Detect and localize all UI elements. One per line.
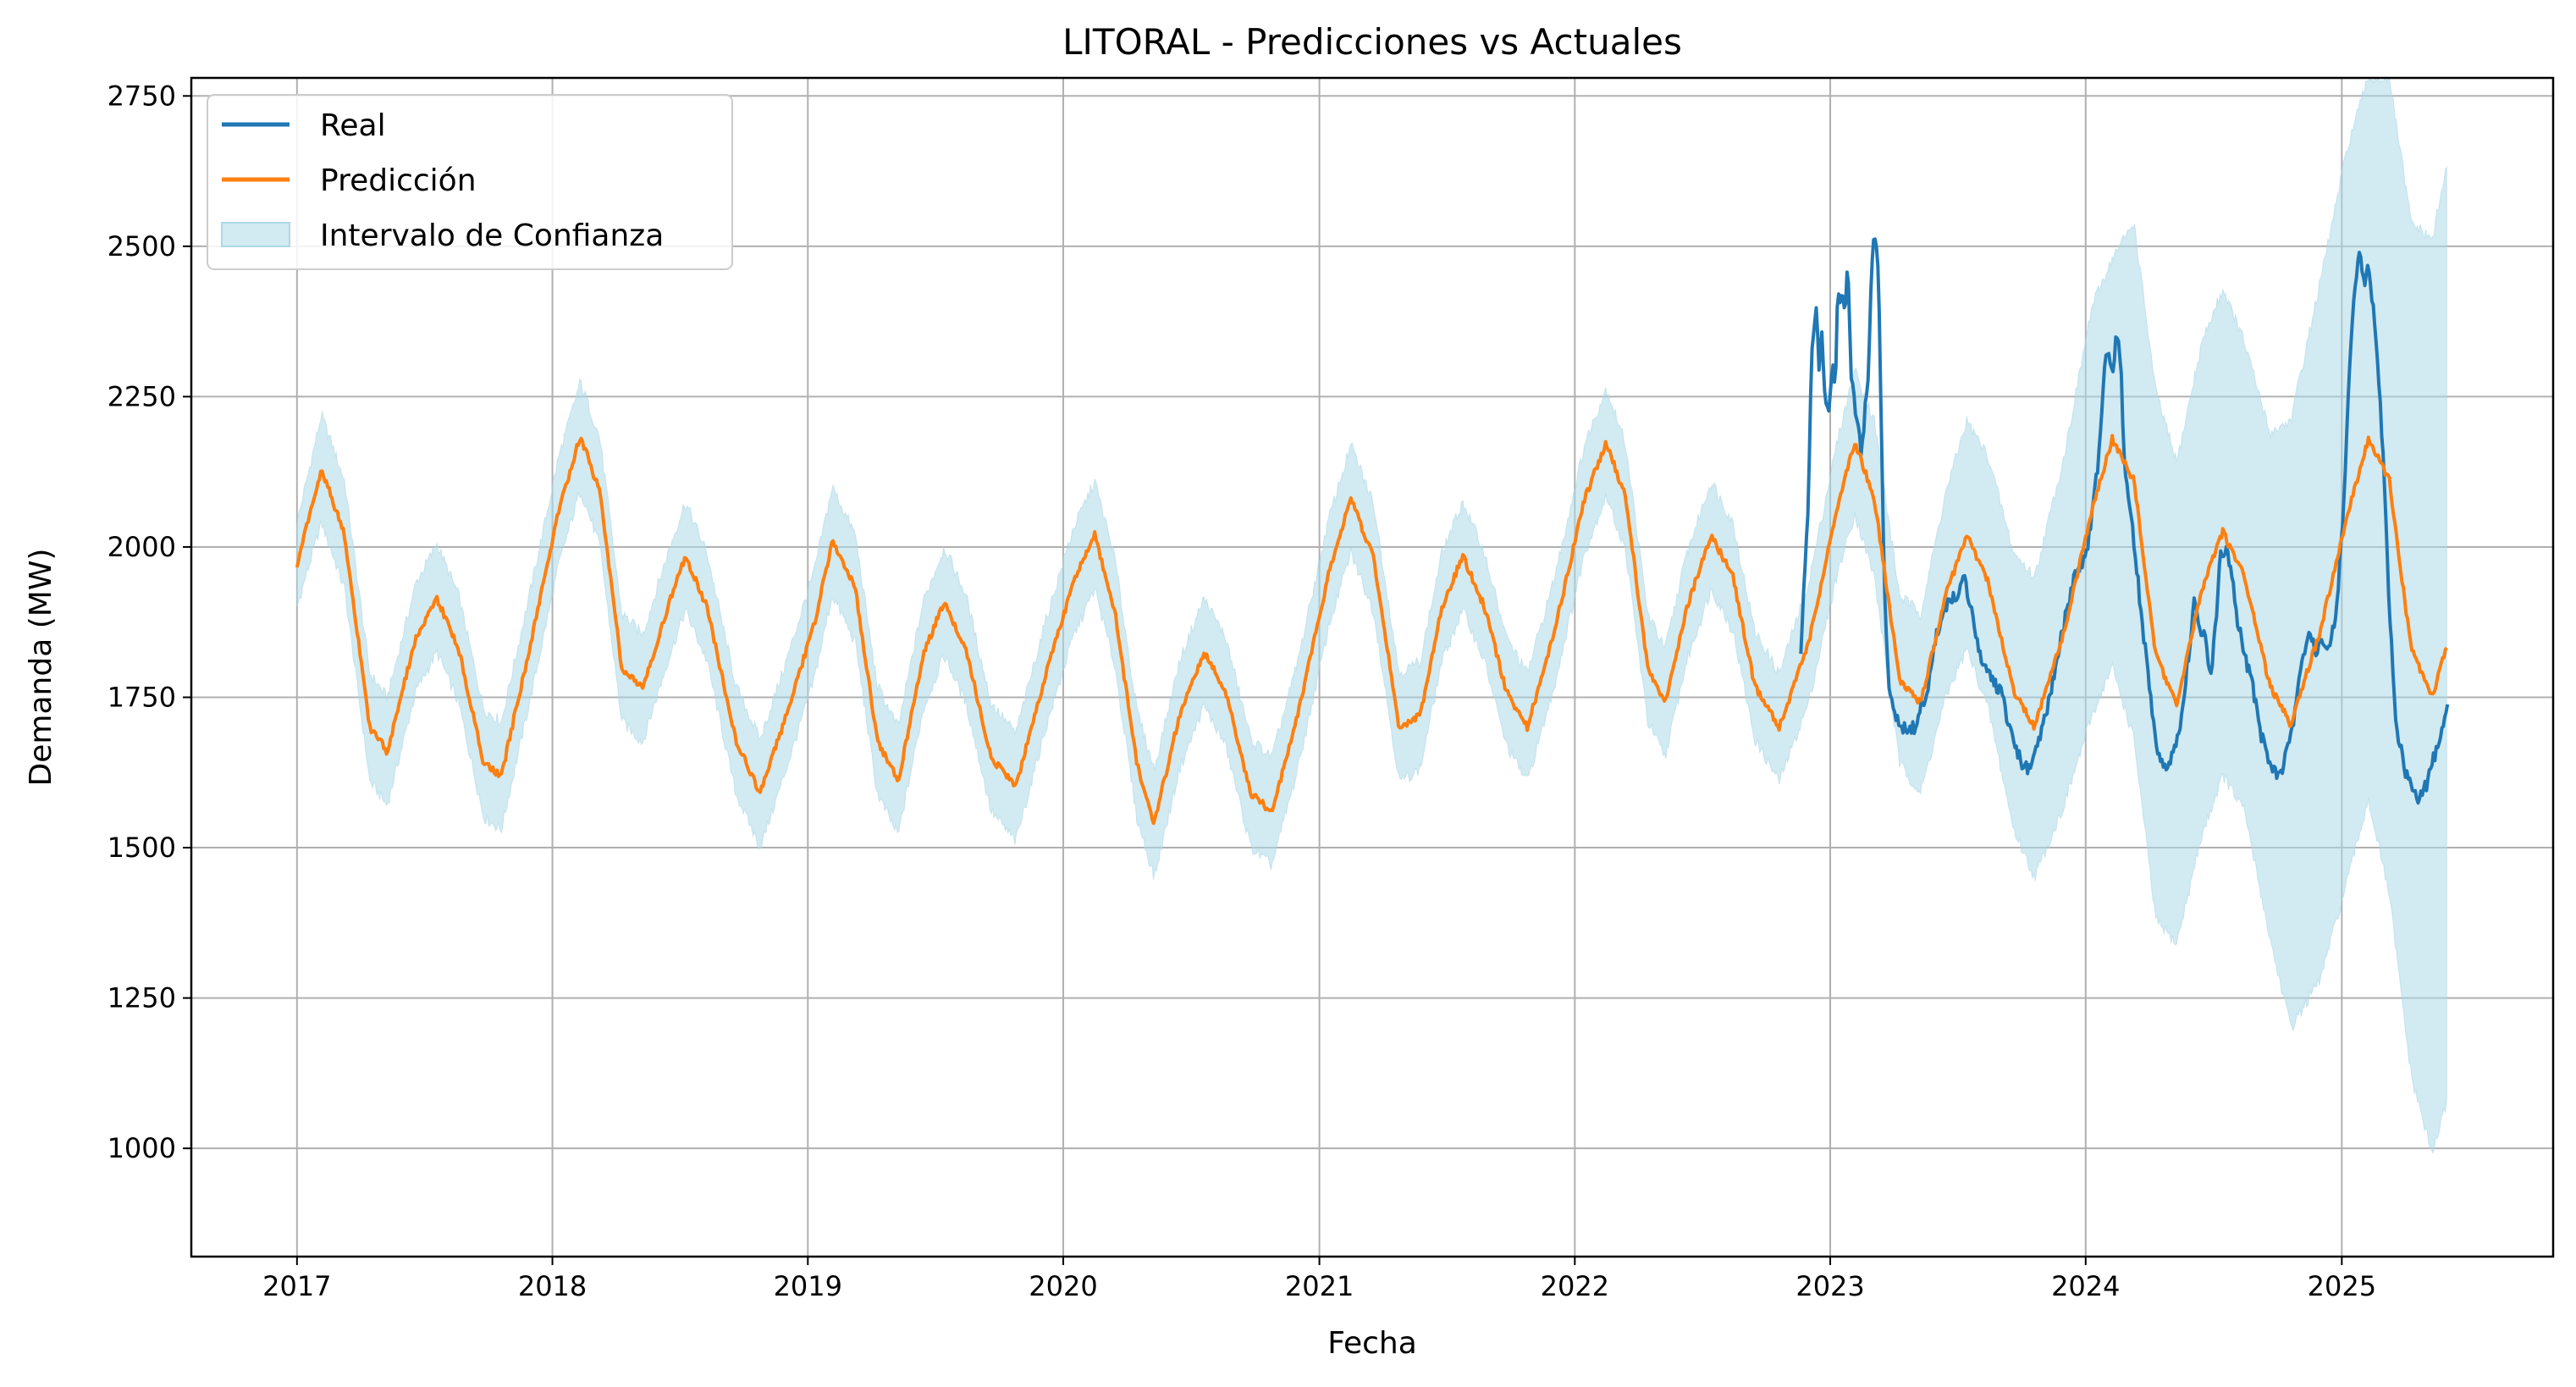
- y-tick-label-1750: 1750: [108, 682, 176, 714]
- y-axis-title: Demanda (MW): [24, 549, 58, 787]
- x-tick-label-2022: 2022: [1541, 1270, 1609, 1302]
- y-tick-label-1250: 1250: [108, 982, 176, 1014]
- confidence-interval-band: [296, 76, 2447, 1155]
- x-tick-label-2023: 2023: [1795, 1270, 1864, 1302]
- plot-frame: [190, 76, 2555, 1258]
- x-tick-label-2021: 2021: [1285, 1270, 1354, 1302]
- y-tick-label-1500: 1500: [108, 832, 176, 864]
- confidence-band: [296, 76, 2447, 1155]
- legend-swatch-interval: [221, 222, 290, 247]
- x-tick-label-2025: 2025: [2308, 1270, 2376, 1302]
- legend-label-real: Real: [320, 108, 386, 143]
- x-tick-label-2018: 2018: [518, 1270, 587, 1302]
- y-tick-label-2500: 2500: [108, 230, 176, 262]
- series-line-prediction: [295, 434, 2448, 826]
- legend-label-prediction: Predicción: [320, 163, 477, 198]
- legend: Real Predicción Intervalo de Confianza: [207, 94, 733, 270]
- x-tick-label-2019: 2019: [774, 1270, 842, 1302]
- x-axis-title: Fecha: [1327, 1326, 1417, 1361]
- y-tick-label-2000: 2000: [108, 531, 176, 563]
- tick-labels: 2017 2018 2019 2020 2021 2022 2023 2024 2025 1000…: [108, 80, 2377, 1302]
- x-tick-label-2024: 2024: [2051, 1270, 2120, 1302]
- series-line-real: [1799, 237, 2450, 805]
- legend-label-interval: Intervalo de Confianza: [320, 218, 664, 253]
- y-tick-label-2750: 2750: [108, 80, 176, 112]
- x-tick-label-2020: 2020: [1029, 1270, 1097, 1302]
- ticks: [183, 95, 2343, 1265]
- series-lines: [295, 237, 2450, 826]
- y-tick-label-2250: 2250: [108, 380, 176, 412]
- legend-box: [207, 94, 733, 270]
- chart-title: LITORAL - Predicciones vs Actuales: [1062, 21, 1682, 63]
- y-tick-label-1000: 1000: [108, 1132, 176, 1164]
- x-tick-label-2017: 2017: [262, 1270, 331, 1302]
